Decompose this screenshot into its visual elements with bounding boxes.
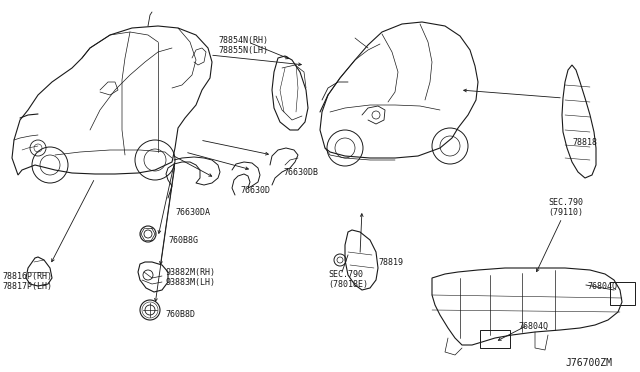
Text: 78819: 78819: [378, 258, 403, 267]
Text: 760B8D: 760B8D: [165, 310, 195, 319]
Text: SEC.790
(78018E): SEC.790 (78018E): [328, 270, 368, 289]
Text: SEC.790
(79110): SEC.790 (79110): [548, 198, 583, 217]
Text: 78818: 78818: [572, 138, 597, 147]
Text: 76630DB: 76630DB: [283, 168, 318, 177]
Text: 76804Q: 76804Q: [518, 322, 548, 331]
Text: J76700ZM: J76700ZM: [565, 358, 612, 368]
Text: 76630D: 76630D: [240, 186, 270, 195]
Text: 76630DA: 76630DA: [175, 208, 210, 217]
Text: 78854N(RH)
78855N(LH): 78854N(RH) 78855N(LH): [218, 36, 268, 55]
Text: 76804Q: 76804Q: [587, 282, 617, 291]
Text: 760B8G: 760B8G: [168, 236, 198, 245]
Text: 93882M(RH)
93883M(LH): 93882M(RH) 93883M(LH): [165, 268, 215, 288]
Text: 78816P(RH)
78817P(LH): 78816P(RH) 78817P(LH): [2, 272, 52, 291]
